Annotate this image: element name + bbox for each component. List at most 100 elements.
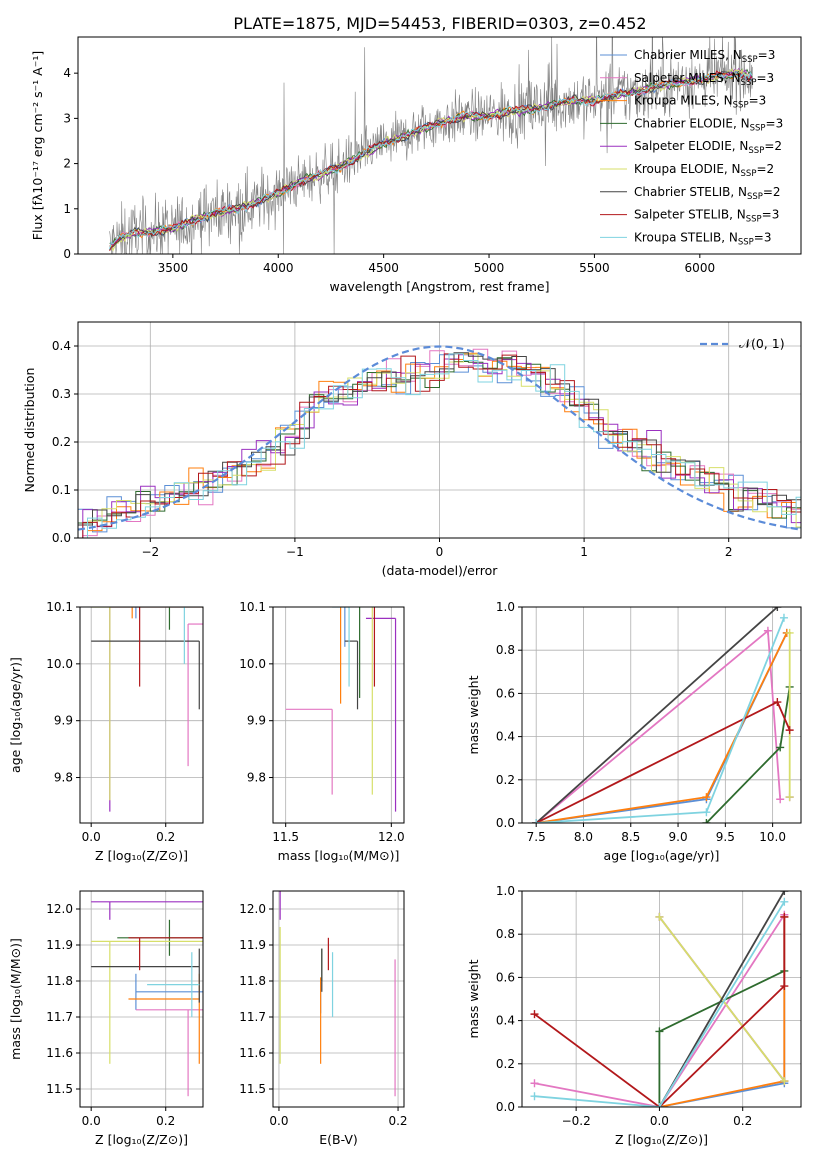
spectrum-panel: 3500 4000 4500 5000 5500 6000 0 1 2 3 4 wavelength … (30, 36, 802, 294)
residual-panel-xtick-label: 1 (580, 545, 588, 559)
spectrum-model-line (109, 70, 753, 252)
age-vs-z-point (91, 607, 203, 801)
weight-vs-z-line (534, 914, 786, 1107)
age-vs-z-panel: 0.0 0.2 9.8 9.9 10.0 10.1 Z [log₁₀(Z/Z⊙)] age [… (8, 600, 204, 863)
legend-entry: Kroupa MILES, NSSP=3 (634, 94, 766, 111)
residual-panel-ytick-label: 0.3 (52, 387, 71, 401)
weight-vs-z-series (655, 966, 789, 1107)
age-vs-mass-point (344, 640, 359, 710)
mass-vs-ebv-panel-ytick-label: 11.9 (239, 938, 266, 952)
weight-vs-z-panel-ytick-label: 0.6 (496, 970, 515, 984)
weight-vs-age-panel-ytick-label: 0.0 (496, 816, 515, 830)
figure-title: PLATE=1875, MJD=54453, FIBERID=0303, z=0… (233, 14, 646, 33)
mass-vs-ebv-panel-plot-area (279, 891, 396, 1097)
mass-vs-z-panel-frame (79, 890, 204, 1108)
residual-panel: −2 −1 0 1 2 0.0 0.1 0.2 0.3 0.4 (data-model)/error… (22, 321, 802, 578)
age-vs-mass-panel-frame (272, 606, 405, 824)
normal-legend-label: 𝒩(0, 1) (739, 336, 785, 351)
weight-vs-z-marker (780, 897, 789, 906)
spectrum-panel-ytick-label: 3 (63, 111, 71, 125)
spectrum-panel-ytick-label: 2 (63, 157, 71, 171)
age-vs-mass-panel: 11.5 12.0 9.8 9.9 10.0 10.1 mass [log₁₀(M/M⊙)] (239, 600, 405, 863)
weight-vs-z-panel-xtick-label: 0.0 (650, 1114, 669, 1128)
mass-vs-z-panel-ytick-label: 11.7 (46, 1010, 73, 1024)
age-vs-mass-point (285, 708, 333, 795)
mass-vs-z-panel-xtick-label: 0.0 (82, 1114, 101, 1128)
mass-vs-z-panel-xtick-label: 0.2 (156, 1114, 175, 1128)
weight-vs-age-marker (785, 726, 794, 735)
legend-entry: Chabrier STELIB, NSSP=2 (634, 185, 781, 202)
residual-panel-ytick-label: 0.0 (52, 531, 71, 545)
weight-vs-age-panel-frame (521, 606, 802, 824)
legend-entry: Chabrier MILES, NSSP=3 (634, 48, 775, 65)
weight-vs-z-line (533, 916, 786, 1107)
mass-vs-z-panel-ylabel: mass [log₁₀(M/M⊙)] (8, 938, 23, 1060)
spectrum-panel-ylabel: Flux [fλ10⁻¹⁷ erg cm⁻² s⁻¹ A⁻¹] (30, 51, 45, 240)
mass-vs-ebv-panel-ytick-label: 11.8 (239, 974, 266, 988)
weight-vs-age-panel: 7.5 8.0 8.5 9.0 9.5 10.0 0.0 0.2 0.4 0.6 0.8 1.0 age… (466, 600, 802, 863)
weight-vs-z-marker (530, 1010, 539, 1019)
weight-vs-age-line (535, 628, 782, 823)
residual-histogram (82, 348, 801, 538)
mass-vs-z-point (91, 948, 200, 1003)
residual-panel-xtick-label: −1 (286, 545, 304, 559)
weight-vs-age-panel-ytick-label: 0.4 (496, 730, 515, 744)
mass-vs-z-point (147, 952, 200, 1017)
age-vs-mass-panel-xtick-label: 12.0 (378, 830, 405, 844)
weight-vs-z-line (534, 901, 786, 1107)
weight-vs-z-marker (780, 912, 789, 921)
residual-panel-ylabel: Normed distribution (22, 368, 37, 493)
residual-panel-xtick-label: 2 (725, 545, 733, 559)
weight-vs-age-line (536, 632, 788, 823)
mass-vs-z-point (91, 940, 203, 1064)
weight-vs-age-marker (702, 808, 711, 817)
spectrum-panel-frame (77, 36, 802, 255)
spectrum-panel-xtick-label: 6000 (685, 261, 716, 275)
weight-vs-age-marker (776, 795, 785, 804)
legend-entry: Salpeter ELODIE, NSSP=2 (634, 139, 782, 156)
age-vs-mass-point (340, 607, 342, 704)
weight-vs-age-panel-xtick-label: 8.0 (574, 830, 593, 844)
age-vs-z-point (187, 623, 203, 767)
age-vs-mass-point (359, 607, 361, 698)
weight-vs-z-panel-plot-area (530, 891, 789, 1107)
mass-vs-ebv-panel-xtick-label: 0.0 (269, 1114, 288, 1128)
weight-vs-age-series (532, 628, 791, 823)
weight-vs-z-panel-xtick-label: 0.2 (733, 1114, 752, 1128)
legend-entry: Kroupa STELIB, NSSP=3 (634, 230, 772, 247)
residual-histogram (78, 354, 801, 538)
weight-vs-z-panel-ytick-label: 0.8 (496, 927, 515, 941)
spectrum-panel-xtick-label: 3500 (158, 261, 189, 275)
spectrum-panel-xtick-label: 4000 (263, 261, 294, 275)
weight-vs-age-marker (785, 628, 794, 637)
age-vs-mass-panel-ytick-label: 9.9 (247, 714, 266, 728)
age-vs-z-panel-xtick-label: 0.0 (82, 830, 101, 844)
age-vs-mass-point (344, 607, 346, 647)
residual-panel-ytick-label: 0.1 (52, 483, 71, 497)
spectrum-model-line (109, 71, 753, 249)
weight-vs-age-panel-plot-area (532, 607, 794, 823)
weight-vs-age-panel-xtick-label: 9.0 (669, 830, 688, 844)
mass-vs-z-panel-ytick-label: 11.5 (46, 1082, 73, 1096)
residual-histogram (82, 353, 801, 538)
mass-vs-z-panel-ytick-label: 11.8 (46, 974, 73, 988)
mass-vs-z-panel-ytick-label: 11.9 (46, 938, 73, 952)
weight-vs-age-series (532, 613, 788, 823)
age-vs-z-panel-ytick-label: 10.0 (46, 657, 73, 671)
weight-vs-age-marker (702, 819, 711, 823)
residual-histogram (87, 353, 801, 538)
weight-vs-age-marker (776, 743, 785, 752)
age-vs-mass-point (332, 607, 350, 687)
mass-vs-z-point (91, 901, 203, 920)
weight-vs-age-line (535, 607, 779, 823)
weight-vs-age-panel-ylabel: mass weight (466, 675, 481, 754)
age-vs-mass-point (365, 617, 397, 812)
weight-vs-age-marker (763, 626, 772, 635)
weight-vs-z-series (530, 912, 789, 1107)
spectrum-panel-xtick-label: 5000 (474, 261, 505, 275)
age-vs-z-panel-frame (79, 606, 204, 824)
age-vs-z-panel-ytick-label: 9.9 (54, 714, 73, 728)
weight-vs-z-marker (780, 1077, 789, 1086)
weight-vs-z-panel-xlabel: Z [log₁₀(Z/Z⊙)] (615, 1132, 708, 1147)
